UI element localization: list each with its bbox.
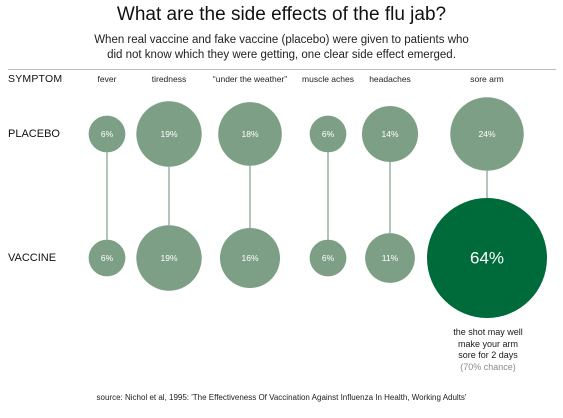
bubble-placebo-sore-arm bbox=[450, 97, 524, 171]
symptom-column-header: SYMPTOM bbox=[8, 73, 63, 85]
subtitle-line-2: did not know which they were getting, on… bbox=[107, 49, 456, 61]
bubble-vaccine-headaches bbox=[365, 233, 415, 283]
value-label-placebo-headaches: 14% bbox=[381, 129, 398, 139]
bubble-placebo-tiredness bbox=[136, 101, 202, 167]
chart-title: What are the side effects of the flu jab… bbox=[116, 4, 447, 25]
bubble-placebo-muscle-aches bbox=[309, 115, 347, 153]
sore-arm-annotation: the shot may well make your arm sore for… bbox=[428, 327, 548, 373]
bubble-placebo-fever bbox=[88, 115, 126, 153]
value-label-vaccine-muscle-aches: 6% bbox=[322, 253, 335, 263]
value-label-vaccine-sore-arm: 64% bbox=[470, 249, 504, 268]
value-label-vaccine-tiredness: 19% bbox=[160, 253, 177, 263]
annotation-line-1: the shot may well bbox=[453, 327, 523, 337]
annotation-chance: (70% chance) bbox=[460, 361, 516, 372]
category-label-headaches: headaches bbox=[369, 74, 411, 84]
bubble-vaccine-tiredness bbox=[136, 225, 202, 291]
value-label-placebo-fever: 6% bbox=[101, 129, 114, 139]
category-label-tiredness: tiredness bbox=[151, 74, 187, 84]
header-divider bbox=[8, 69, 556, 70]
annotation-line-3: sore for 2 days bbox=[458, 350, 518, 360]
value-label-vaccine-under-the-weather: 16% bbox=[241, 253, 258, 263]
value-label-vaccine-fever: 6% bbox=[101, 253, 114, 263]
value-label-placebo-sore-arm: 24% bbox=[478, 129, 495, 139]
value-label-vaccine-headaches: 11% bbox=[382, 253, 399, 263]
subtitle-line-1: When real vaccine and fake vaccine (plac… bbox=[94, 34, 469, 46]
category-label-under-the-weather: “under the weather” bbox=[212, 74, 288, 84]
series-label-placebo: PLACEBO bbox=[8, 128, 60, 140]
bubble-vaccine-muscle-aches bbox=[309, 239, 347, 277]
bubble-vaccine-sore-arm bbox=[427, 198, 547, 318]
bubble-vaccine-fever bbox=[88, 239, 126, 277]
annotation-line-2: make your arm bbox=[457, 338, 519, 349]
series-label-vaccine: VACCINE bbox=[8, 252, 57, 264]
bubble-placebo-under-the-weather bbox=[218, 102, 282, 166]
category-label-muscle-aches: muscle aches bbox=[302, 74, 354, 84]
value-label-placebo-muscle-aches: 6% bbox=[322, 129, 335, 139]
source-credit: source: Nichol et al, 1995: 'The Effecti… bbox=[96, 393, 467, 402]
category-label-sore-arm: sore arm bbox=[470, 74, 504, 84]
bubble-vaccine-under-the-weather bbox=[220, 228, 280, 288]
value-label-placebo-under-the-weather: 18% bbox=[241, 129, 258, 139]
chart-subtitle: When real vaccine and fake vaccine (plac… bbox=[40, 33, 523, 63]
value-label-placebo-tiredness: 19% bbox=[160, 129, 177, 139]
bubble-placebo-headaches bbox=[361, 105, 419, 163]
category-label-fever: fever bbox=[97, 74, 117, 84]
